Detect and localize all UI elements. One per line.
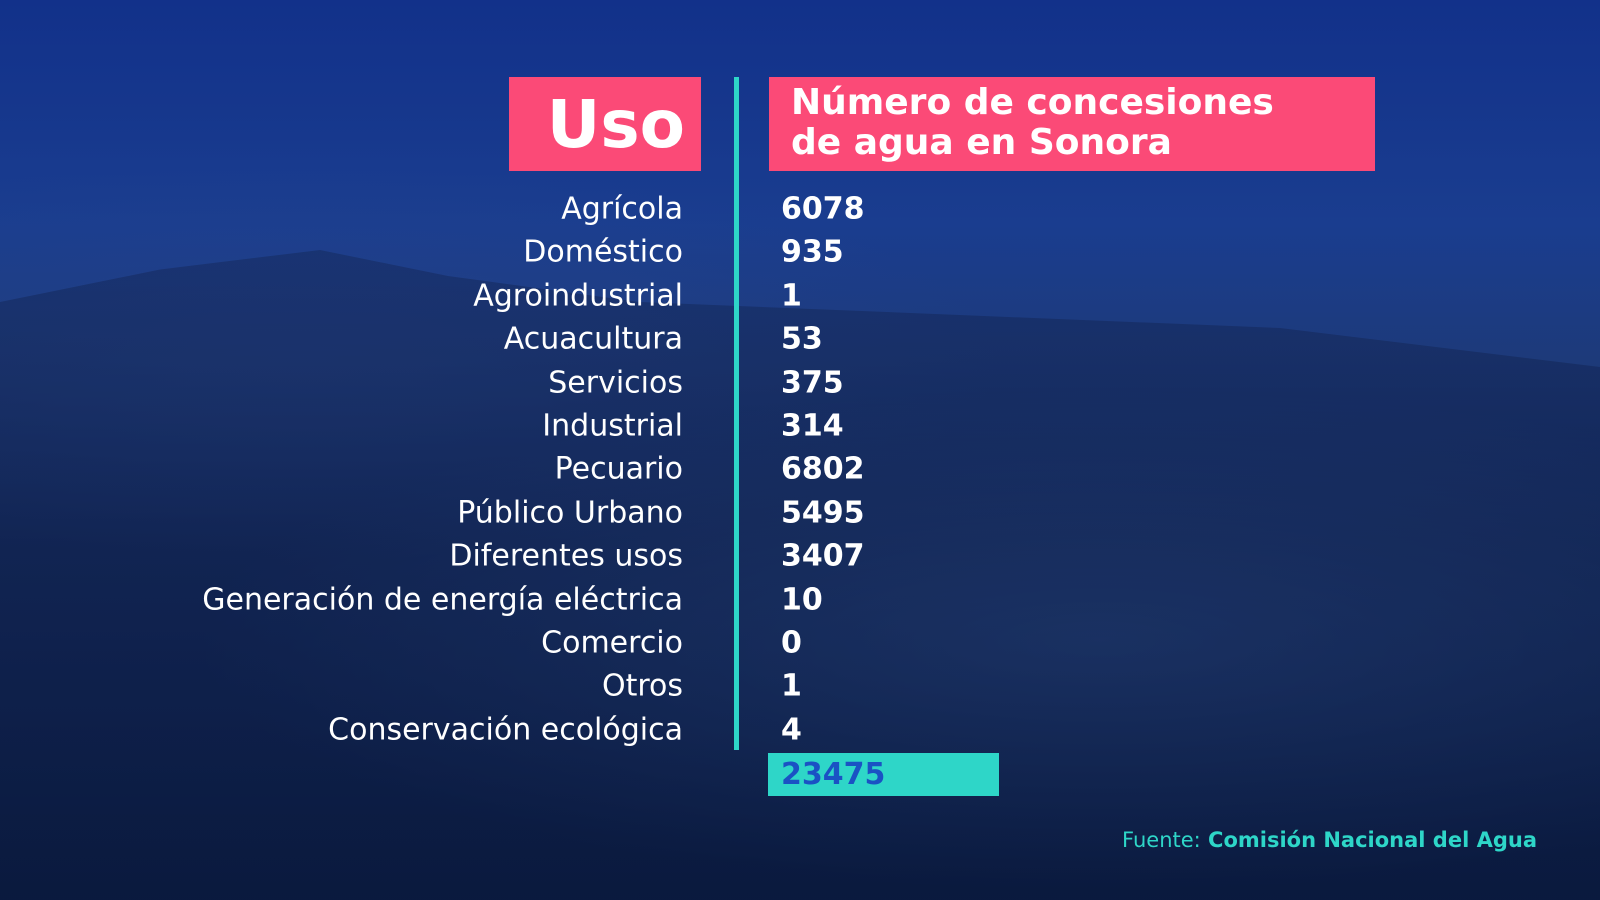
row-label: Acuacultura [503,321,683,357]
header-uso: Uso [509,77,701,171]
row-value: 1 [781,668,802,704]
divider [734,77,739,750]
header-line: Número de concesiones [791,82,1274,123]
row-label: Otros [601,668,683,704]
row-value: 375 [781,365,844,401]
row-value: 5495 [781,495,865,531]
total: 23475 [768,753,999,796]
row-label: Comercio [541,625,683,661]
row-value: 6802 [781,451,865,487]
row-value: 935 [781,234,844,270]
row-value: 1 [781,278,802,314]
source-name: Comisión Nacional del Agua [1208,828,1537,852]
row-value: 4 [781,712,802,748]
row-value: 3407 [781,538,865,574]
row-label: Diferentes usos [449,538,683,574]
row-value: 10 [781,582,823,618]
row-label: Industrial [542,408,683,444]
row-label: Generación de energía eléctrica [202,582,683,618]
row-label: Agroindustrial [473,278,683,314]
row-label: Pecuario [554,451,683,487]
header-concesiones: Número de concesiones de agua en Sonora [769,77,1375,171]
source: Fuente: Comisión Nacional del Agua [1122,828,1537,852]
row-value: 6078 [781,191,865,227]
row-label: Agrícola [561,191,683,227]
row-value: 0 [781,625,802,661]
row-value: 314 [781,408,844,444]
header-line: de agua en Sonora [791,122,1172,163]
row-value: 53 [781,321,823,357]
source-label: Fuente: [1122,828,1201,852]
row-label: Doméstico [523,234,683,270]
row-label: Servicios [548,365,683,401]
row-label: Conservación ecológica [328,712,683,748]
row-label: Público Urbano [457,495,683,531]
